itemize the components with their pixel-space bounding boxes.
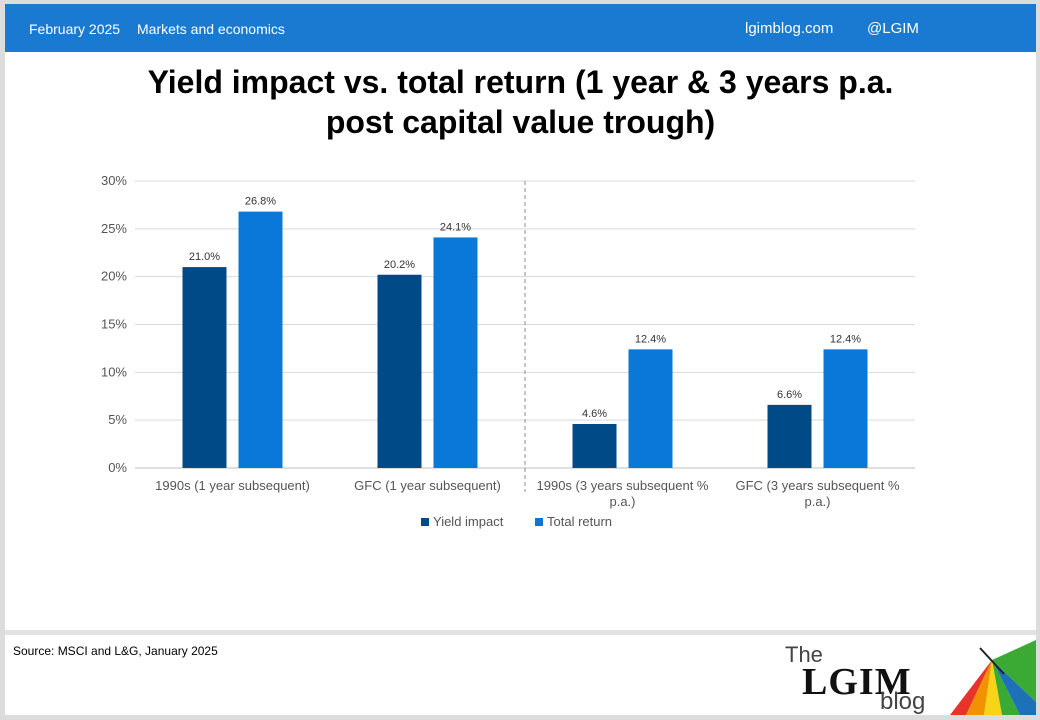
- y-tick-label: 20%: [101, 269, 127, 284]
- header-twitter-handle[interactable]: @LGIM: [867, 20, 919, 37]
- data-label: 12.4%: [635, 333, 666, 345]
- y-tick-label: 0%: [108, 460, 127, 475]
- logo-blog-text: blog: [880, 688, 926, 715]
- y-tick-label: 25%: [101, 221, 127, 236]
- bar-chart: 0% 5% 10% 15% 20% 25% 30% 21.0% 26.8% 1990s (1 ye…: [101, 173, 915, 529]
- logo-the-text: The: [785, 642, 823, 667]
- legend-swatch: [535, 518, 543, 526]
- y-tick-label: 10%: [101, 364, 127, 379]
- header-section: Markets and economics: [137, 21, 285, 37]
- x-category-label: GFC (3 years subsequent %: [735, 478, 899, 493]
- umbrella-icon: [950, 640, 1036, 715]
- chart-title: Yield impact vs. total return (1 year & …: [5, 62, 1036, 142]
- header-bar: February 2025 Markets and economics lgim…: [5, 4, 1036, 52]
- header-date: February 2025: [29, 21, 121, 37]
- source-note: Source: MSCI and L&G, January 2025: [13, 644, 218, 658]
- y-tick-label: 30%: [101, 173, 127, 188]
- bar-yield-impact: [767, 404, 812, 468]
- data-label: 4.6%: [582, 408, 607, 420]
- bar-total-return: [823, 349, 868, 468]
- bar-yield-impact: [377, 274, 422, 468]
- legend-label: Yield impact: [433, 514, 504, 529]
- x-category-label: p.a.): [609, 494, 635, 509]
- chart-title-line-1: Yield impact vs. total return (1 year & …: [147, 64, 894, 100]
- lgim-blog-logo: The LGIM blog: [780, 640, 1036, 715]
- x-category-label: 1990s (1 year subsequent): [155, 478, 310, 493]
- logo-lgim-text: LGIM: [802, 661, 912, 703]
- slide: February 2025 Markets and economics lgim…: [5, 4, 1036, 715]
- bar-total-return: [628, 349, 673, 468]
- x-category-label: p.a.): [804, 494, 830, 509]
- bar-total-return: [238, 211, 283, 468]
- data-label: 21.0%: [189, 251, 220, 263]
- bar-yield-impact: [572, 423, 617, 468]
- x-category-label: GFC (1 year subsequent): [354, 478, 501, 493]
- legend-label: Total return: [547, 514, 612, 529]
- y-tick-label: 5%: [108, 412, 127, 427]
- y-tick-label: 15%: [101, 317, 127, 332]
- bar-total-return: [433, 237, 478, 468]
- x-category-label: 1990s (3 years subsequent %: [537, 478, 709, 493]
- legend-swatch: [421, 518, 429, 526]
- data-label: 6.6%: [777, 389, 802, 401]
- footer-divider: [5, 630, 1036, 635]
- header-site-link[interactable]: lgimblog.com: [745, 20, 834, 37]
- data-label: 12.4%: [830, 333, 861, 345]
- data-label: 24.1%: [440, 221, 471, 233]
- data-label: 26.8%: [245, 196, 276, 208]
- data-label: 20.2%: [384, 259, 415, 271]
- chart-title-line-2: post capital value trough): [325, 104, 716, 140]
- bar-yield-impact: [182, 267, 227, 468]
